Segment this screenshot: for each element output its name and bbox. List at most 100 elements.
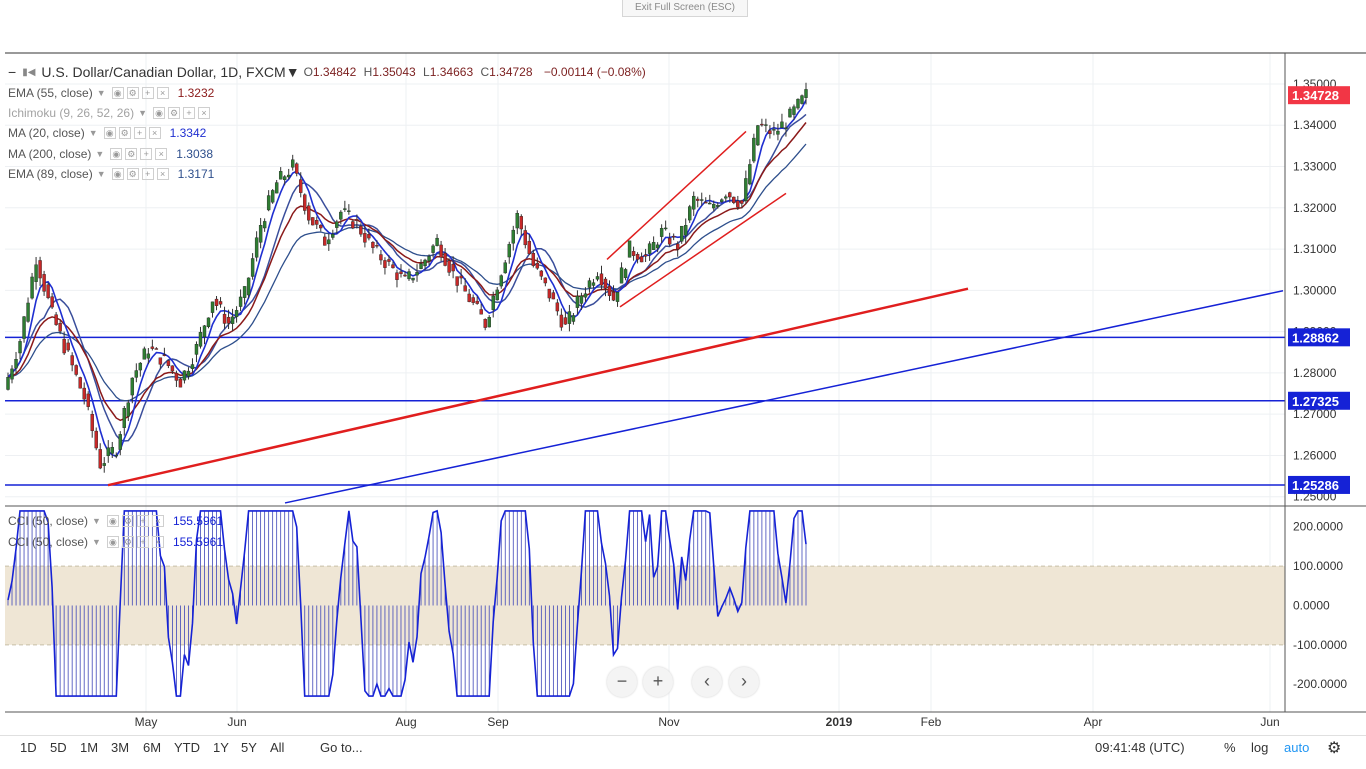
candle-body xyxy=(206,317,211,328)
chevron-down-icon[interactable]: ▼ xyxy=(96,169,106,179)
timeframe-button[interactable]: All xyxy=(270,740,285,755)
gear-icon[interactable]: ⚙ xyxy=(126,168,139,180)
indicator-legend[interactable]: MA (20, close) ▼ ◉ ⚙ + × 1.3342 xyxy=(8,126,206,140)
timeframe-button[interactable]: 1Y xyxy=(213,740,229,755)
indicator-name[interactable]: EMA (55, close) xyxy=(8,86,93,100)
candle-body xyxy=(639,256,644,263)
close-icon[interactable]: × xyxy=(151,515,164,527)
percent-scale-button[interactable]: % xyxy=(1224,740,1236,755)
plus-icon[interactable]: + xyxy=(183,107,195,119)
gear-icon[interactable]: ⚙ xyxy=(121,536,134,548)
chevron-down-icon[interactable]: ▼ xyxy=(95,149,105,159)
indicator-legend[interactable]: EMA (55, close) ▼ ◉ ⚙ + × 1.3232 xyxy=(8,86,214,100)
indicator-legend[interactable]: Ichimoku (9, 26, 52, 26) ▼ ◉ ⚙ + × xyxy=(8,106,219,120)
auto-scale-button[interactable]: auto xyxy=(1284,740,1310,755)
timeframe-button[interactable]: 6M xyxy=(143,740,162,755)
indicator-value: 1.3038 xyxy=(176,147,213,161)
candle-body xyxy=(455,276,459,286)
chart-canvas[interactable]: 1.250001.260001.270001.280001.290001.300… xyxy=(0,52,1366,735)
cci-legend[interactable]: CCI (50, close) ▼ ◉ ⚙ + × 155.5961 xyxy=(8,535,223,549)
plus-icon[interactable]: + xyxy=(136,536,149,548)
timeframe-button[interactable]: 1D xyxy=(20,740,37,755)
close-icon[interactable]: × xyxy=(156,168,169,180)
plus-icon[interactable]: + xyxy=(141,168,154,180)
scroll-right-button[interactable]: › xyxy=(729,667,759,697)
chevron-down-icon[interactable]: ▼ xyxy=(138,108,147,118)
scroll-left-button[interactable]: ‹ xyxy=(692,667,722,697)
candle-body xyxy=(511,229,515,244)
close-icon[interactable]: × xyxy=(198,107,210,119)
candle-body xyxy=(439,244,443,258)
indicator-name[interactable]: EMA (89, close) xyxy=(8,167,93,181)
indicator-name[interactable]: MA (200, close) xyxy=(8,147,92,161)
candle-body xyxy=(18,341,22,354)
exit-fullscreen-button[interactable]: Exit Full Screen (ESC) xyxy=(622,0,748,17)
candle-body xyxy=(331,233,335,238)
candle-body xyxy=(142,348,147,360)
zoom-in-button[interactable]: + xyxy=(643,667,673,697)
candle-body xyxy=(732,196,736,204)
candle-body xyxy=(563,317,568,325)
chevron-down-icon[interactable]: ▼ xyxy=(92,537,101,547)
timeframe-button[interactable]: 5D xyxy=(50,740,67,755)
eye-icon[interactable]: ◉ xyxy=(106,515,119,527)
eye-icon[interactable]: ◉ xyxy=(110,148,123,160)
gear-icon[interactable]: ⚙ xyxy=(121,515,134,527)
timeframe-button[interactable]: 5Y xyxy=(241,740,257,755)
chevron-down-icon[interactable]: ▼ xyxy=(285,64,300,80)
eye-icon[interactable]: ◉ xyxy=(153,107,165,119)
indicator-name[interactable]: CCI (50, close) xyxy=(8,514,89,528)
time-tick-label: Apr xyxy=(1084,715,1103,729)
indicator-value: 1.3342 xyxy=(169,126,207,140)
plus-icon[interactable]: + xyxy=(133,127,146,139)
indicator-name[interactable]: CCI (50, close) xyxy=(8,535,89,549)
eye-icon[interactable]: ◉ xyxy=(106,536,119,548)
candle-body xyxy=(146,353,151,359)
cci-band xyxy=(5,566,1285,645)
candle-body xyxy=(230,316,235,324)
time-tick-label: Aug xyxy=(395,715,416,729)
timeframe-button[interactable]: YTD xyxy=(174,740,200,755)
eye-icon[interactable]: ◉ xyxy=(111,168,124,180)
indicator-legend[interactable]: EMA (89, close) ▼ ◉ ⚙ + × 1.3171 xyxy=(8,167,214,181)
zoom-out-button[interactable]: − xyxy=(607,667,637,697)
candle-body xyxy=(58,322,62,332)
cci-legend[interactable]: CCI (50, close) ▼ ◉ ⚙ + × 155.5961 xyxy=(8,514,223,528)
close-icon[interactable]: × xyxy=(151,536,164,548)
candle-body xyxy=(367,234,371,239)
indicator-name[interactable]: Ichimoku (9, 26, 52, 26) xyxy=(8,106,135,120)
candle-body xyxy=(740,200,744,204)
candle-body xyxy=(463,285,467,292)
candle-body xyxy=(22,316,26,339)
candle-body xyxy=(154,348,159,350)
gear-icon[interactable]: ⚙ xyxy=(168,107,180,119)
close-icon[interactable]: × xyxy=(155,148,168,160)
log-scale-button[interactable]: log xyxy=(1251,740,1269,755)
gear-icon[interactable]: ⚙ xyxy=(118,127,131,139)
candle-body xyxy=(523,230,527,246)
timeframe-button[interactable]: 1M xyxy=(80,740,99,755)
goto-button[interactable]: Go to... xyxy=(320,740,363,755)
collapse-icon[interactable]: − xyxy=(8,64,17,80)
indicator-legend[interactable]: MA (200, close) ▼ ◉ ⚙ + × 1.3038 xyxy=(8,147,213,161)
chevron-down-icon[interactable]: ▼ xyxy=(92,516,101,526)
gear-icon[interactable]: ⚙ xyxy=(1327,740,1342,757)
close-icon[interactable]: × xyxy=(156,87,169,99)
chevron-down-icon[interactable]: ▼ xyxy=(88,128,98,138)
candle-body xyxy=(716,205,720,207)
plus-icon[interactable]: + xyxy=(136,515,149,527)
close-icon[interactable]: × xyxy=(148,127,161,139)
candle-body xyxy=(371,241,375,248)
plus-icon[interactable]: + xyxy=(140,148,153,160)
eye-icon[interactable]: ◉ xyxy=(111,87,124,99)
eye-icon[interactable]: ◉ xyxy=(103,127,116,139)
symbol-title[interactable]: U.S. Dollar/Canadian Dollar, 1D, FXCM xyxy=(41,64,286,80)
timeframe-button[interactable]: 3M xyxy=(111,740,130,755)
candle-body xyxy=(178,378,183,388)
indicator-name[interactable]: MA (20, close) xyxy=(8,126,85,140)
gear-icon[interactable]: ⚙ xyxy=(125,148,138,160)
chevron-down-icon[interactable]: ▼ xyxy=(96,88,106,98)
gear-icon[interactable]: ⚙ xyxy=(126,87,139,99)
plus-icon[interactable]: + xyxy=(141,87,154,99)
candle-body xyxy=(166,360,171,366)
